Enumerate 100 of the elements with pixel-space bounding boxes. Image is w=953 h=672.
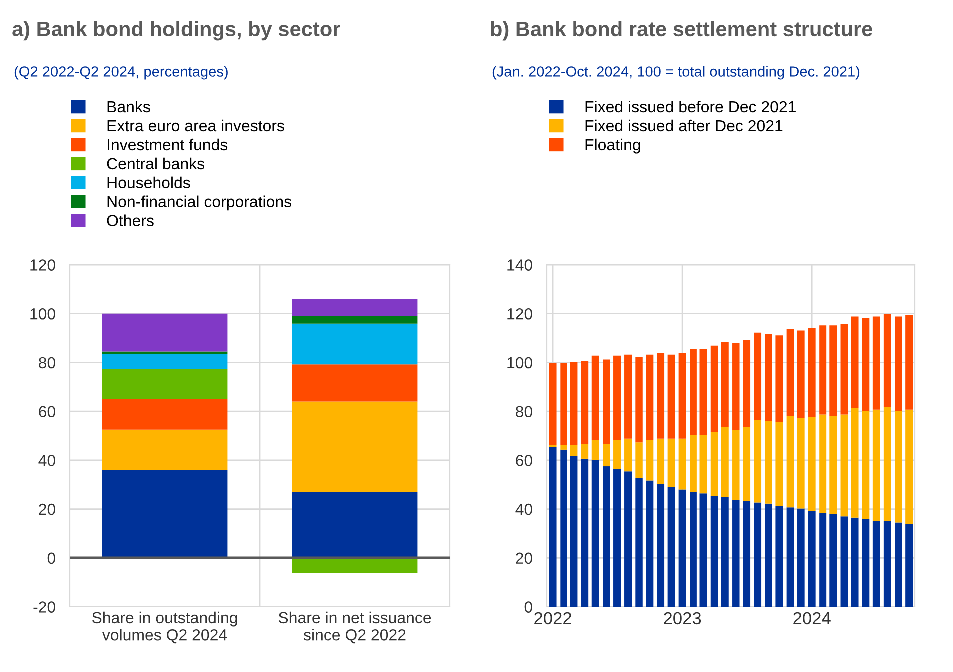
legend-label: Banks [108,100,150,113]
y-tick-label: 120 [508,308,532,320]
y-tick-label: 100 [30,308,56,320]
bar [872,410,880,522]
y-tick-label: 60 [516,455,532,466]
bar [840,324,848,415]
bar [678,490,686,607]
bar [872,522,880,607]
legend-label: Households [108,176,190,189]
bar [797,330,805,418]
bar [560,445,568,450]
y-tick-label: 0 [524,602,532,613]
bar [603,444,610,467]
bar [603,466,610,607]
x-tick-label: 2023 [664,612,702,625]
bar [786,416,794,508]
bar [570,445,578,456]
bar [808,417,816,512]
bar [765,421,772,504]
bar [797,508,805,607]
bar [732,500,740,607]
bar [646,440,654,481]
bar [765,504,772,607]
bar [906,524,914,607]
bar [862,411,870,520]
y-tick-label: 60 [39,406,56,418]
bar [624,472,632,607]
bar [840,414,848,517]
bar [690,435,697,492]
bar [292,316,418,324]
x-tick-label: 2024 [794,612,831,625]
y-tick-label: 40 [516,504,532,516]
chart-title: b) Bank bond rate settlement structure [491,21,872,41]
bar [549,447,557,607]
bar [851,316,859,408]
bar [102,399,228,430]
legend-label: Fixed issued before Dec 2021 [586,100,796,113]
bar [721,427,729,498]
bar [786,508,794,607]
bar [754,420,762,503]
bar [646,354,654,440]
y-tick-label: 0 [48,552,56,564]
legend-label: Central banks [107,158,204,170]
bar [732,343,740,430]
bar [657,438,665,484]
y-tick-label: 120 [30,260,56,271]
bar [700,494,708,607]
bar [754,332,762,420]
bar [776,422,784,506]
bar [636,357,643,443]
bar [700,350,708,436]
bar [636,478,643,607]
bar [570,456,578,607]
bar [678,438,686,490]
bar [636,442,643,478]
bar [884,522,892,607]
bar [560,450,568,607]
bar [851,518,859,607]
bar [895,522,902,607]
bar [102,430,228,470]
bar [776,336,784,422]
bar [820,414,827,513]
bar [292,299,418,316]
y-tick-label: 80 [516,406,532,418]
bar [820,512,827,607]
bar [862,318,870,412]
legend-label: Non-financial corporations [108,196,292,211]
legend-label: Extra euro area investors [108,120,284,132]
bar [786,329,794,416]
bar [872,316,880,410]
bar [808,328,816,418]
bar [581,361,589,444]
bar [906,315,914,410]
bar [560,363,568,446]
bar [765,334,772,422]
bar [657,484,665,607]
legend-label: Investment funds [108,138,228,151]
bar [830,326,838,416]
bar [668,487,676,607]
bar [603,360,610,444]
bar [820,326,827,415]
y-tick-label: -20 [34,602,56,613]
bar [592,356,600,440]
bar [592,460,600,607]
bar [624,354,632,439]
y-tick-label: 100 [508,357,532,369]
bar [614,356,622,440]
bar [624,438,632,472]
bar [668,354,676,439]
bar [830,514,838,607]
bar [581,444,589,459]
bar [895,411,902,523]
legend-label: Floating [586,138,640,154]
bar [851,408,859,518]
chart-subtitle: (Q2 2022-Q2 2024, percentages) [14,66,228,80]
bar [102,470,228,558]
bar [102,314,228,352]
bar [840,516,848,607]
bar [292,324,418,365]
bar [721,497,729,607]
